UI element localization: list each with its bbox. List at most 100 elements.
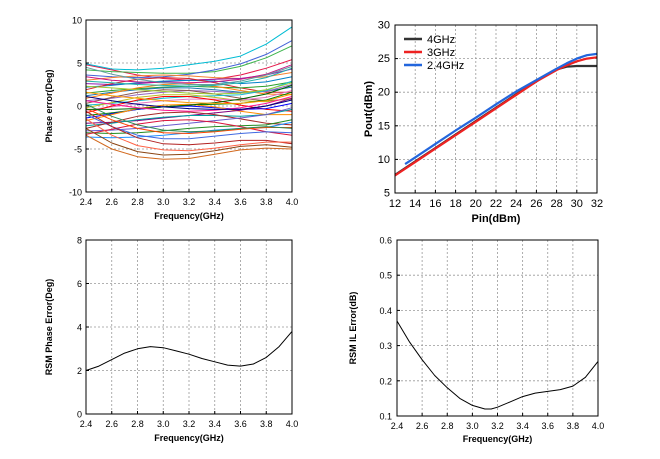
series-line-state-13 (85, 89, 293, 104)
x-tick-label: 3.0 (157, 197, 170, 207)
x-tick-label: 3.8 (260, 419, 273, 429)
y-axis-label: RSM Phase Error(Deg) (44, 279, 54, 376)
series-line-state-28 (85, 108, 292, 134)
x-tick-label: 28 (550, 198, 562, 210)
x-tick-label: 3.8 (260, 197, 273, 207)
y-tick-label: 10 (72, 16, 82, 26)
y-tick-label: 4 (77, 323, 82, 333)
x-tick-label: 4.0 (286, 419, 299, 429)
x-tick-label: 2.6 (105, 197, 118, 207)
series-line-state-40 (85, 67, 293, 87)
series-line-state-17 (85, 96, 293, 114)
y-tick-label: 30 (378, 20, 390, 32)
x-tick-label: 3.4 (516, 421, 529, 431)
x-tick-label: 3.6 (234, 197, 247, 207)
x-tick-label: 32 (591, 198, 603, 210)
x-tick-label: 3.4 (208, 419, 221, 429)
x-axis-label: Frequency(GHz) (154, 211, 224, 221)
series-line-state-41 (85, 64, 293, 84)
x-tick-label: 14 (409, 198, 421, 210)
x-tick-label: 2.4 (80, 419, 93, 429)
series-line-state-36 (85, 96, 293, 112)
y-tick-label: 15 (378, 120, 390, 132)
x-tick-label: 3.2 (183, 197, 196, 207)
y-tick-label: 0 (77, 410, 82, 420)
y-tick-label: 0.2 (379, 376, 392, 386)
series-line-state-31 (85, 110, 293, 146)
rsm-il-error-panel: 2.4 2.6 2.8 3.0 3.2 3.4 3.6 3.8 4.0 0.1 0.2 0.3 0.4 0… (348, 236, 604, 445)
series-line-state-35 (86, 84, 293, 110)
x-tick-label: 24 (510, 198, 522, 210)
y-tick-label: 0 (77, 102, 82, 112)
series-line-state-42 (85, 65, 293, 85)
y-tick-label: 2 (77, 366, 82, 376)
x-tick-label: 18 (449, 198, 461, 210)
y-tick-label: 20 (378, 87, 390, 99)
series-line-state-25 (85, 119, 293, 134)
y-tick-label: 0.5 (379, 271, 392, 281)
y-tick-label: -10 (69, 188, 82, 198)
y-axis-label: Phase error(Deg) (44, 69, 54, 142)
y-tick-label: 6 (77, 279, 82, 289)
x-tick-label: 3.2 (183, 419, 196, 429)
pout-vs-pin-panel: 12 14 16 18 20 22 24 26 28 30 32 5 10 15 20 25 30 Pin(dBm… (363, 20, 603, 226)
plot-frame (85, 239, 293, 415)
x-tick-label: 3.4 (208, 197, 221, 207)
x-tick-label: 30 (571, 198, 583, 210)
x-tick-label: 12 (389, 198, 401, 210)
series-line-state-39 (85, 82, 293, 95)
series-line-state-38 (85, 91, 293, 104)
series-line-state-32 (85, 118, 292, 152)
y-tick-label: 0.6 (379, 236, 392, 246)
y-tick-label: -5 (74, 145, 82, 155)
x-tick-label: 2.8 (441, 421, 454, 431)
series-line-RSM IL error (396, 320, 599, 410)
x-tick-label: 3.6 (234, 419, 247, 429)
y-axis-label: RSM IL Error(dB) (348, 292, 358, 365)
rsm-phase-error-panel: 2.4 2.6 2.8 3.0 3.2 3.4 3.6 3.8 4.0 0 2 4 6 8 Frequenc… (44, 236, 298, 444)
x-tick-label: 3.0 (157, 419, 170, 429)
y-tick-label: 0.1 (379, 412, 392, 422)
x-tick-label: 3.0 (466, 421, 479, 431)
x-tick-label: 3.8 (567, 421, 580, 431)
series-line-RSM phase error (85, 331, 293, 371)
x-tick-label: 3.2 (491, 421, 504, 431)
legend-label-4GHz: 4GHz (427, 34, 455, 46)
series-line-3GHz (394, 56, 598, 177)
x-tick-label: 2.6 (416, 421, 429, 431)
x-tick-label: 22 (490, 198, 502, 210)
series-line-state-22 (85, 108, 293, 127)
series-line-state-26 (85, 119, 293, 136)
series-line-state-33 (85, 127, 293, 156)
x-tick-label: 2.6 (105, 419, 118, 429)
x-tick-label: 26 (530, 198, 542, 210)
series-line-state-2 (85, 45, 293, 74)
y-tick-label: 8 (77, 236, 82, 246)
x-tick-label: 4.0 (592, 421, 605, 431)
series-line-2.4GHz (404, 52, 598, 166)
phase-error-panel: 2.4 2.6 2.8 3.0 3.2 3.4 3.6 3.8 4.0 -10 -5 0 5 10 Freq… (44, 16, 298, 222)
legend-label-3GHz: 3GHz (427, 47, 455, 59)
x-tick-label: 2.8 (131, 419, 144, 429)
y-tick-label: 25 (378, 53, 390, 65)
series-line-state-4 (85, 26, 293, 71)
x-axis-label: Frequency(GHz) (154, 433, 224, 443)
series-line-state-37 (85, 96, 293, 110)
x-tick-label: 3.6 (541, 421, 554, 431)
y-tick-label: 0.3 (379, 341, 392, 351)
y-tick-label: 0.4 (379, 306, 392, 316)
series-line-state-30 (85, 114, 293, 140)
y-axis-label: Pout(dBm) (363, 81, 375, 138)
x-tick-label: 4.0 (286, 197, 299, 207)
series-line-state-29 (85, 103, 293, 133)
x-axis-label: Pin(dBm) (472, 213, 521, 225)
x-axis-label: Frequency(GHz) (463, 434, 533, 444)
series-line-state-11 (85, 83, 293, 99)
x-tick-label: 16 (429, 198, 441, 210)
x-tick-label: 2.4 (391, 421, 404, 431)
x-tick-label: 20 (470, 198, 482, 210)
x-tick-label: 2.4 (80, 197, 93, 207)
series-line-state-20 (85, 103, 292, 122)
